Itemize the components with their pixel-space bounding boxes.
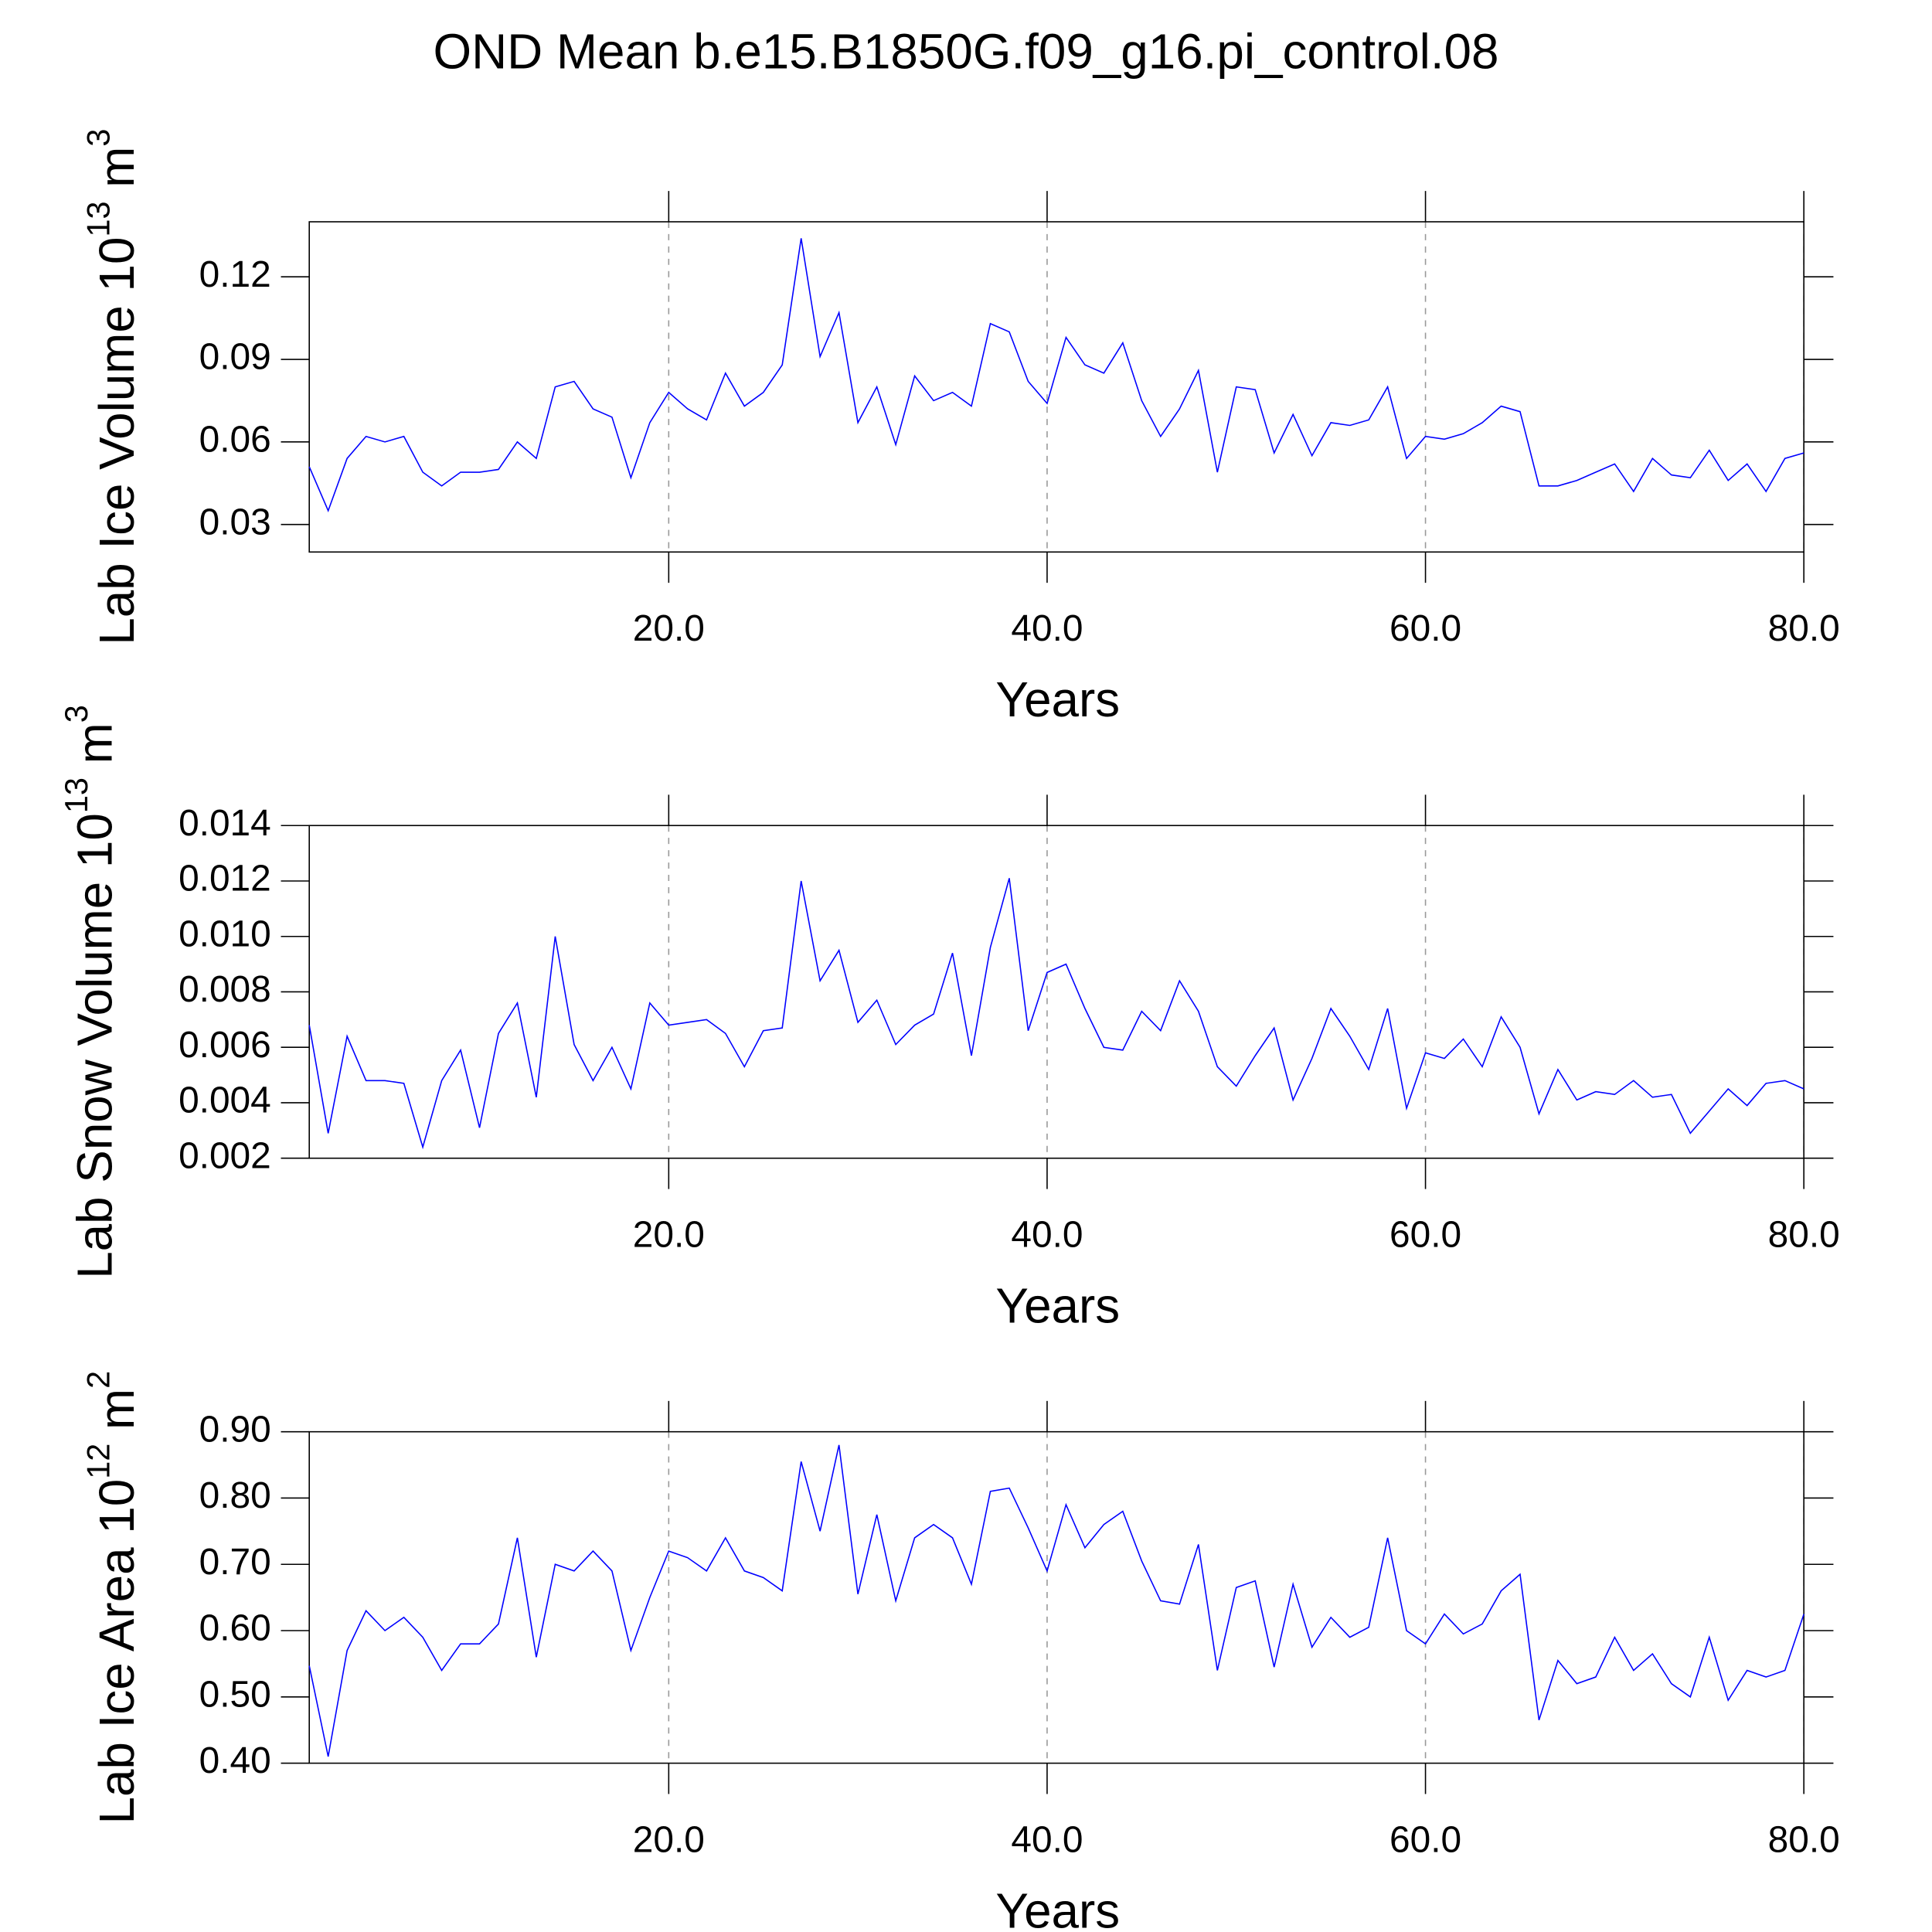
y-tick-label: 0.014 (179, 803, 271, 844)
y-tick-label: 0.80 (199, 1475, 271, 1516)
y-axis-title-superscript: 2 (80, 1371, 117, 1389)
y-axis-title-part: m (89, 147, 145, 202)
y-axis-title-superscript: 13 (80, 201, 117, 236)
y-axis-title-superscript: 3 (80, 129, 117, 147)
y-axis-title: Lab Snow Volume 1013 m3 (58, 705, 122, 1279)
x-tick-label: 40.0 (1011, 1819, 1083, 1860)
y-tick-label: 0.012 (179, 859, 271, 900)
y-axis-title: Lab Ice Area 1012 m2 (80, 1371, 145, 1825)
y-tick-label: 0.40 (199, 1740, 271, 1781)
x-tick-label: 20.0 (633, 1214, 705, 1255)
x-tick-label: 40.0 (1011, 608, 1083, 649)
y-tick-label: 0.70 (199, 1542, 271, 1583)
y-tick-label: 0.12 (199, 254, 271, 295)
figure-title: OND Mean b.e15.B1850G.f09_g16.pi_control… (434, 24, 1499, 80)
data-line (308, 238, 1804, 513)
y-axis-title-part: m (89, 1389, 145, 1444)
y-axis-title-part: Lab Ice Area 10 (89, 1479, 145, 1825)
x-tick-label: 20.0 (633, 1819, 705, 1860)
x-tick-label: 80.0 (1768, 1214, 1840, 1255)
y-axis-title-superscript: 13 (58, 777, 94, 813)
y-tick-label: 0.004 (179, 1080, 271, 1121)
x-tick-label: 40.0 (1011, 1214, 1083, 1255)
data-line (308, 878, 1804, 1150)
x-tick-label: 60.0 (1389, 608, 1461, 649)
y-axis-title-part: Lab Snow Volume 10 (66, 813, 122, 1279)
y-axis-title-superscript: 3 (58, 705, 94, 723)
plot-frame (308, 221, 1804, 553)
y-tick-label: 0.60 (199, 1608, 271, 1649)
y-tick-label: 0.50 (199, 1674, 271, 1715)
y-axis-title-part: m (66, 723, 122, 777)
x-tick-label: 20.0 (633, 608, 705, 649)
y-tick-label: 0.002 (179, 1135, 271, 1176)
plot-frame (308, 1430, 1804, 1764)
x-axis-title: Years (995, 1883, 1120, 1932)
x-axis-title: Years (995, 672, 1120, 727)
y-axis-title-part: Lab Ice Volume 10 (89, 237, 145, 645)
y-tick-label: 0.006 (179, 1025, 271, 1066)
x-tick-label: 80.0 (1768, 608, 1840, 649)
y-tick-label: 0.90 (199, 1409, 271, 1450)
y-tick-label: 0.06 (199, 419, 271, 460)
x-axis-title: Years (995, 1278, 1120, 1334)
plot-frame (308, 825, 1804, 1159)
y-tick-label: 0.010 (179, 913, 271, 954)
y-axis-title-superscript: 12 (80, 1444, 117, 1479)
y-tick-label: 0.03 (199, 502, 271, 543)
y-axis-title: Lab Ice Volume 1013 m3 (80, 129, 145, 645)
x-tick-label: 80.0 (1768, 1819, 1840, 1860)
data-line (308, 1444, 1804, 1757)
y-tick-label: 0.008 (179, 969, 271, 1010)
y-tick-label: 0.09 (199, 337, 271, 378)
x-tick-label: 60.0 (1389, 1214, 1461, 1255)
x-tick-label: 60.0 (1389, 1819, 1461, 1860)
